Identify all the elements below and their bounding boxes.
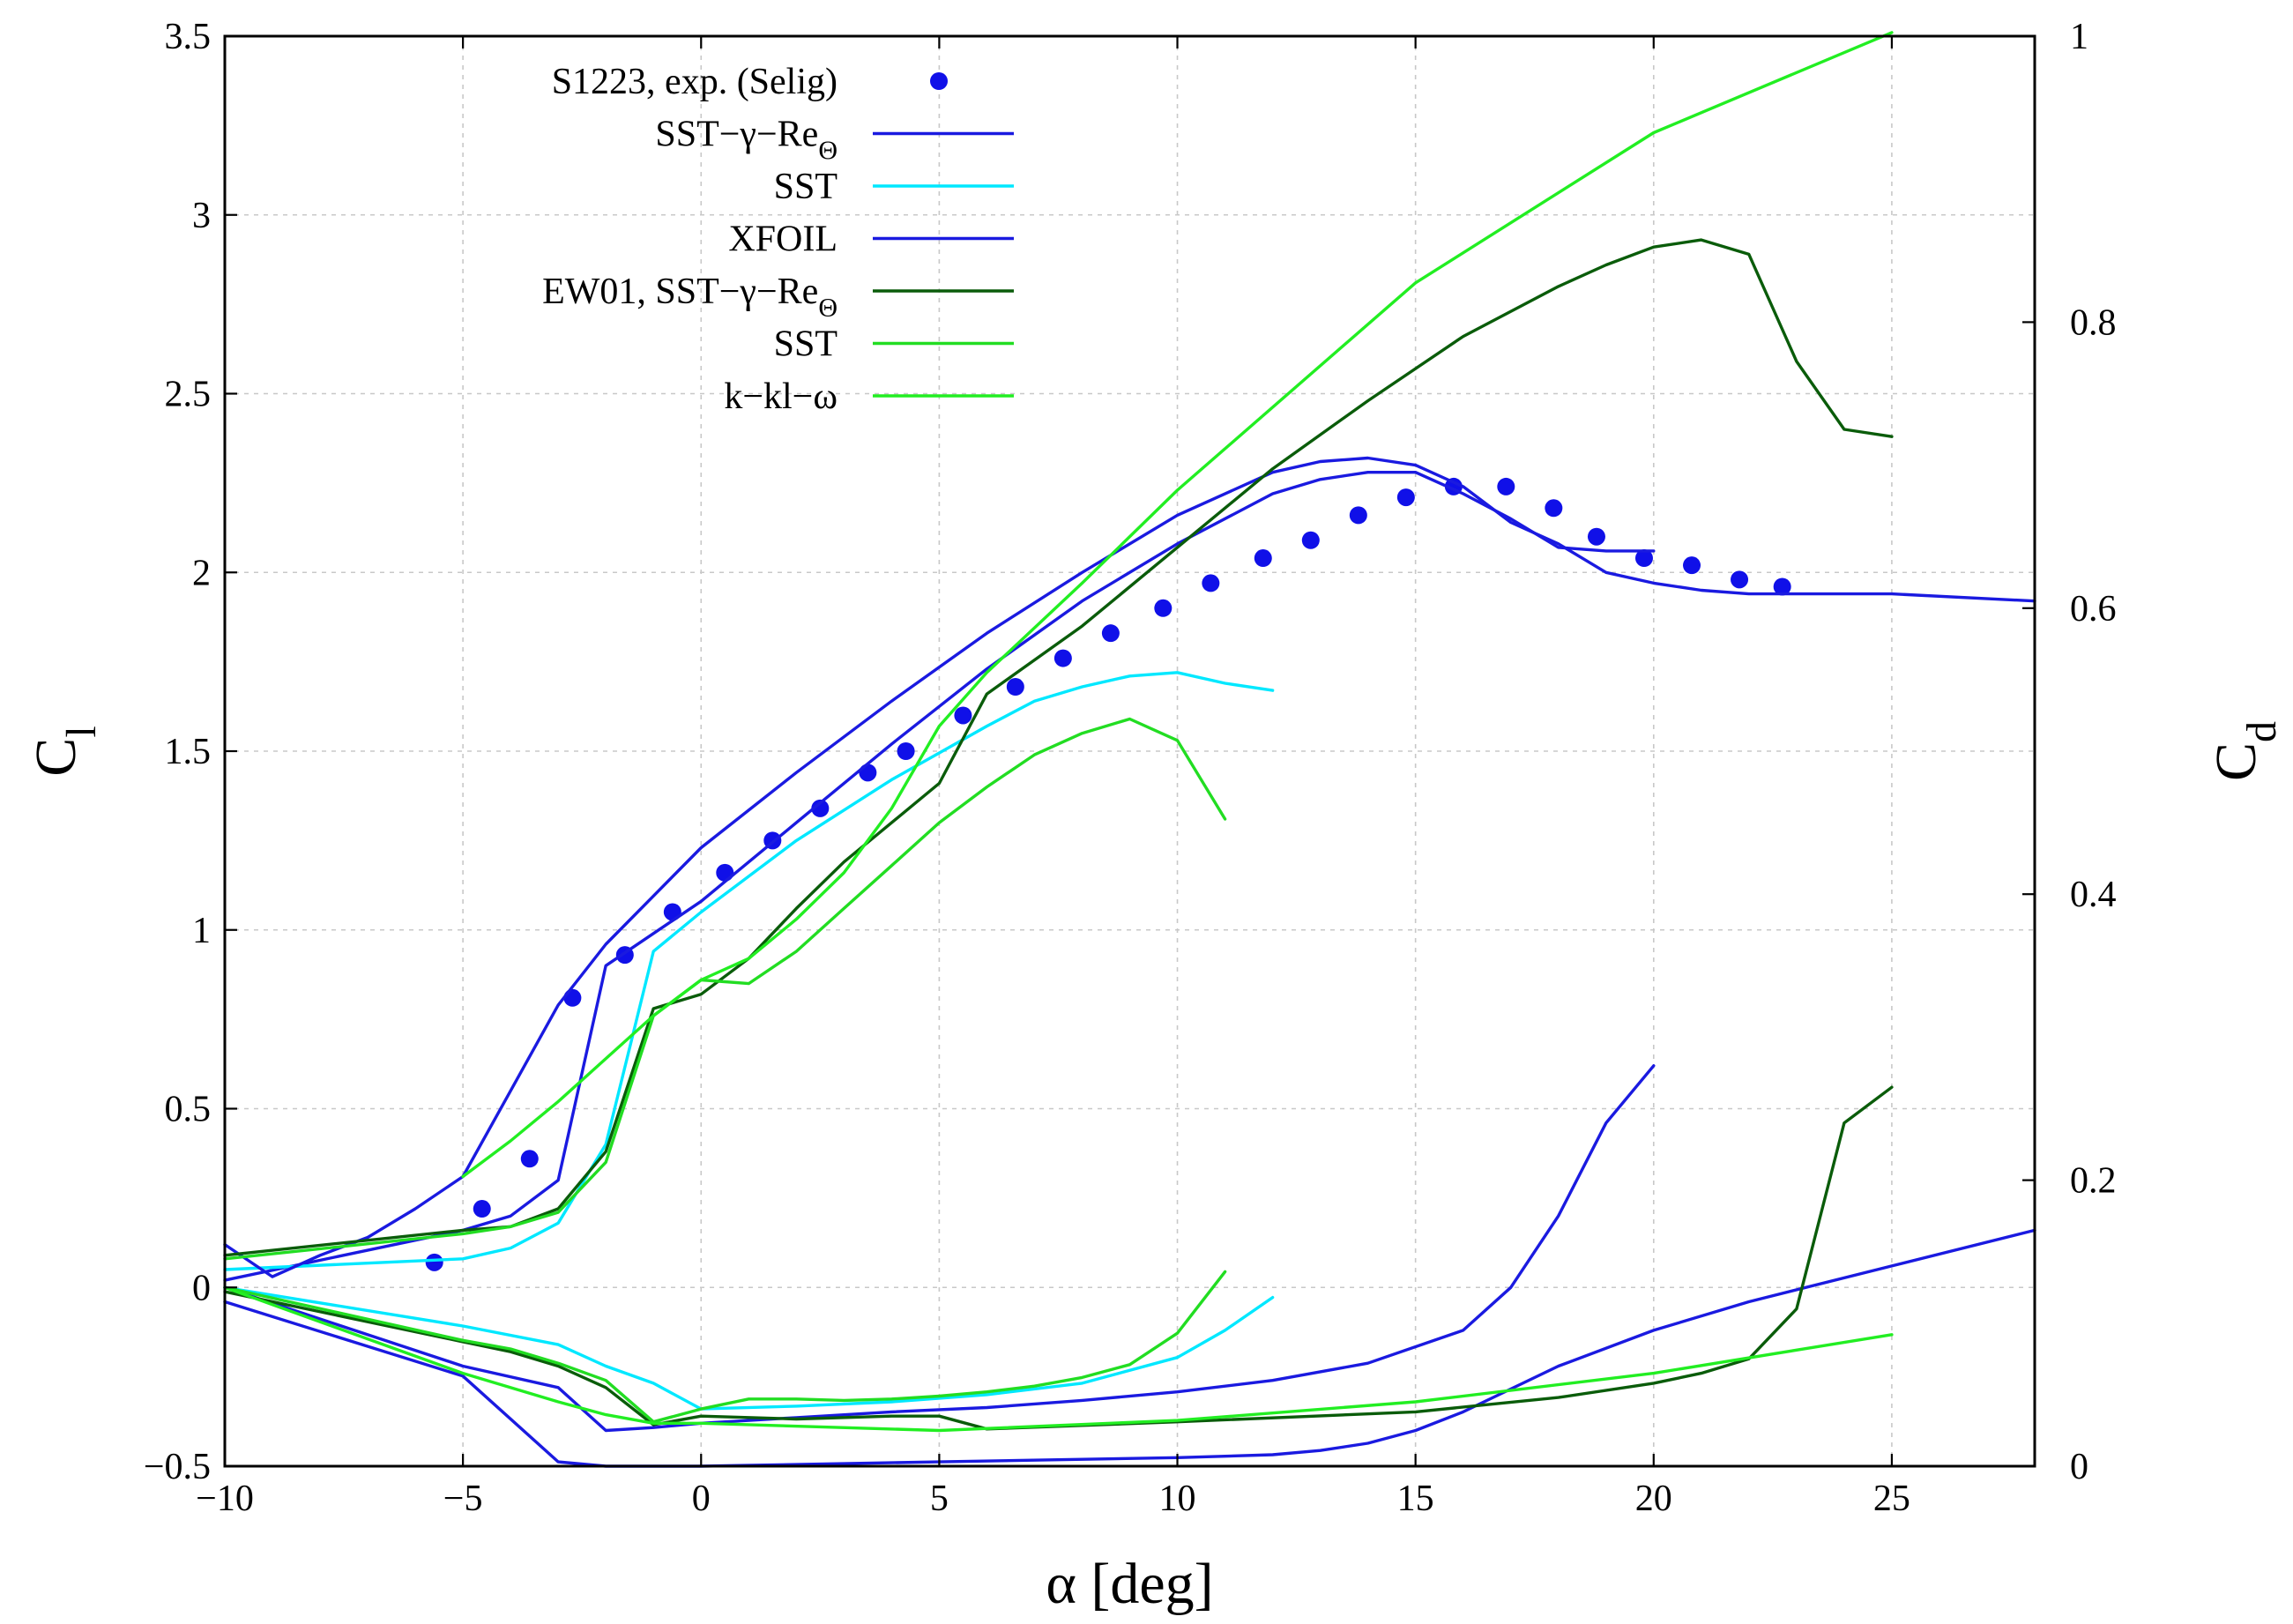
data-point (859, 764, 877, 782)
y-tick-label: 2.5 (165, 375, 212, 415)
legend-label: S1223, exp. (Selig) (552, 62, 838, 102)
y-axis-label-subscript: l (58, 726, 105, 737)
data-point (1731, 570, 1749, 589)
x-axis-label: α [deg] (1046, 1552, 1213, 1616)
data-point (1545, 499, 1563, 518)
legend-entry-s1223_sstg: SST−γ−ReΘ (655, 115, 1014, 166)
data-point (1154, 599, 1173, 617)
data-point (425, 1253, 443, 1271)
legend-label-subscript: Θ (818, 136, 838, 165)
y-axis-label-text: C (24, 738, 88, 777)
y-tick-label: 3.5 (165, 17, 212, 57)
plot-series (223, 31, 2036, 1468)
series-line-6 (461, 31, 1894, 1179)
data-point (1349, 506, 1367, 525)
y-tick-label: −0.5 (144, 1447, 211, 1487)
x-tick-label: 20 (1635, 1479, 1672, 1519)
y2-tick-label: 0.8 (2070, 302, 2117, 343)
x-tick-label: −5 (443, 1479, 483, 1519)
series-line-2 (223, 671, 1275, 1271)
legend-label: XFOIL (728, 220, 838, 260)
y2-axis-label-subscript: d (2238, 721, 2285, 742)
legend: S1223, exp. (Selig)SST−γ−ReΘSSTXFOILEW01… (542, 62, 1014, 417)
axes: −10 −5 0 5 10 15 20 25 −0.5 0 0.5 1 1.5 2 2.5 3 3.5 0 0.2 0… (24, 17, 2285, 1616)
legend-entry-xfoil: XFOIL (728, 220, 1014, 260)
series-line-11 (223, 1270, 1227, 1424)
legend-entry-exp: S1223, exp. (Selig) (552, 62, 948, 102)
legend-label: EW01, SST−γ−ReΘ (542, 272, 838, 323)
data-point (954, 706, 972, 725)
y-tick-label: 3 (192, 196, 211, 236)
y2-axis-label: Cd (2204, 721, 2285, 781)
legend-label: SST (774, 324, 838, 365)
series-line-9 (223, 1228, 2036, 1468)
y2-tick-label: 0.2 (2070, 1161, 2117, 1202)
data-point (1634, 549, 1653, 568)
legend-label-subscript: Θ (818, 294, 838, 323)
x-axis-label-text: α [deg] (1046, 1552, 1213, 1616)
y-tick-label: 1 (192, 911, 211, 951)
data-point (1254, 549, 1272, 568)
legend-label-text: SST (774, 324, 838, 365)
series-line-12 (223, 1285, 1894, 1433)
series-line-8 (223, 1285, 1275, 1411)
data-point (1497, 477, 1515, 495)
x-tick-label: 0 (692, 1479, 711, 1519)
data-point (716, 863, 734, 882)
x-tick-label: 5 (930, 1479, 949, 1519)
data-point (1301, 531, 1320, 549)
data-point (1587, 527, 1605, 546)
legend-entry-ew_sst: SST (774, 324, 1014, 365)
y-tick-label: 2 (192, 553, 211, 593)
legend-label-text: SST−γ−Re (655, 115, 818, 155)
data-point (897, 742, 915, 760)
x-tick-label: 25 (1873, 1479, 1910, 1519)
data-point (1101, 624, 1120, 643)
y2-tick-label: 1 (2070, 17, 2088, 57)
data-point (520, 1150, 539, 1168)
y-tick-label: 0 (192, 1268, 211, 1308)
data-point (1396, 488, 1415, 507)
legend-label-text: XFOIL (728, 220, 838, 260)
data-point (1053, 649, 1072, 667)
legend-label: k−kl−ω (724, 376, 838, 417)
y2-tick-label: 0.6 (2070, 589, 2117, 629)
legend-entry-ew_sstg: EW01, SST−γ−ReΘ (542, 272, 1014, 323)
series-experiment-points (425, 477, 1791, 1271)
y-tick-label: 0.5 (165, 1090, 212, 1130)
legend-entry-s1223_sst: SST (774, 167, 1014, 207)
x-tick-label: 15 (1397, 1479, 1434, 1519)
data-point (1773, 577, 1791, 596)
legend-label: SST (774, 167, 838, 207)
legend-label-text: S1223, exp. (Selig) (552, 62, 838, 102)
legend-marker (930, 72, 948, 90)
data-point (563, 988, 582, 1007)
y2-tick-label: 0 (2070, 1447, 2088, 1487)
legend-label-text: EW01, SST−γ−Re (542, 272, 818, 312)
series-line-7 (223, 1064, 1656, 1433)
legend-entry-ew_kkl: k−kl−ω (724, 376, 1014, 417)
x-tick-label: −10 (196, 1479, 254, 1519)
x-tick-label: 10 (1159, 1479, 1196, 1519)
legend-label-text: k−kl−ω (724, 376, 838, 417)
data-point (1202, 574, 1220, 592)
series-line-10 (223, 1085, 1894, 1431)
legend-label-text: SST (774, 167, 838, 207)
series-line-3 (223, 456, 2036, 1278)
series-line-4 (223, 238, 1894, 1257)
data-point (811, 799, 830, 817)
y-axis-label: Cl (24, 726, 105, 776)
y2-axis-label-text: C (2204, 742, 2268, 781)
data-point (1006, 678, 1024, 697)
data-point (473, 1200, 491, 1218)
y-tick-label: 1.5 (165, 732, 212, 772)
legend-label: SST−γ−ReΘ (655, 115, 838, 166)
y2-tick-label: 0.4 (2070, 875, 2117, 915)
data-point (1683, 556, 1701, 575)
series-line-5 (223, 717, 1227, 1261)
